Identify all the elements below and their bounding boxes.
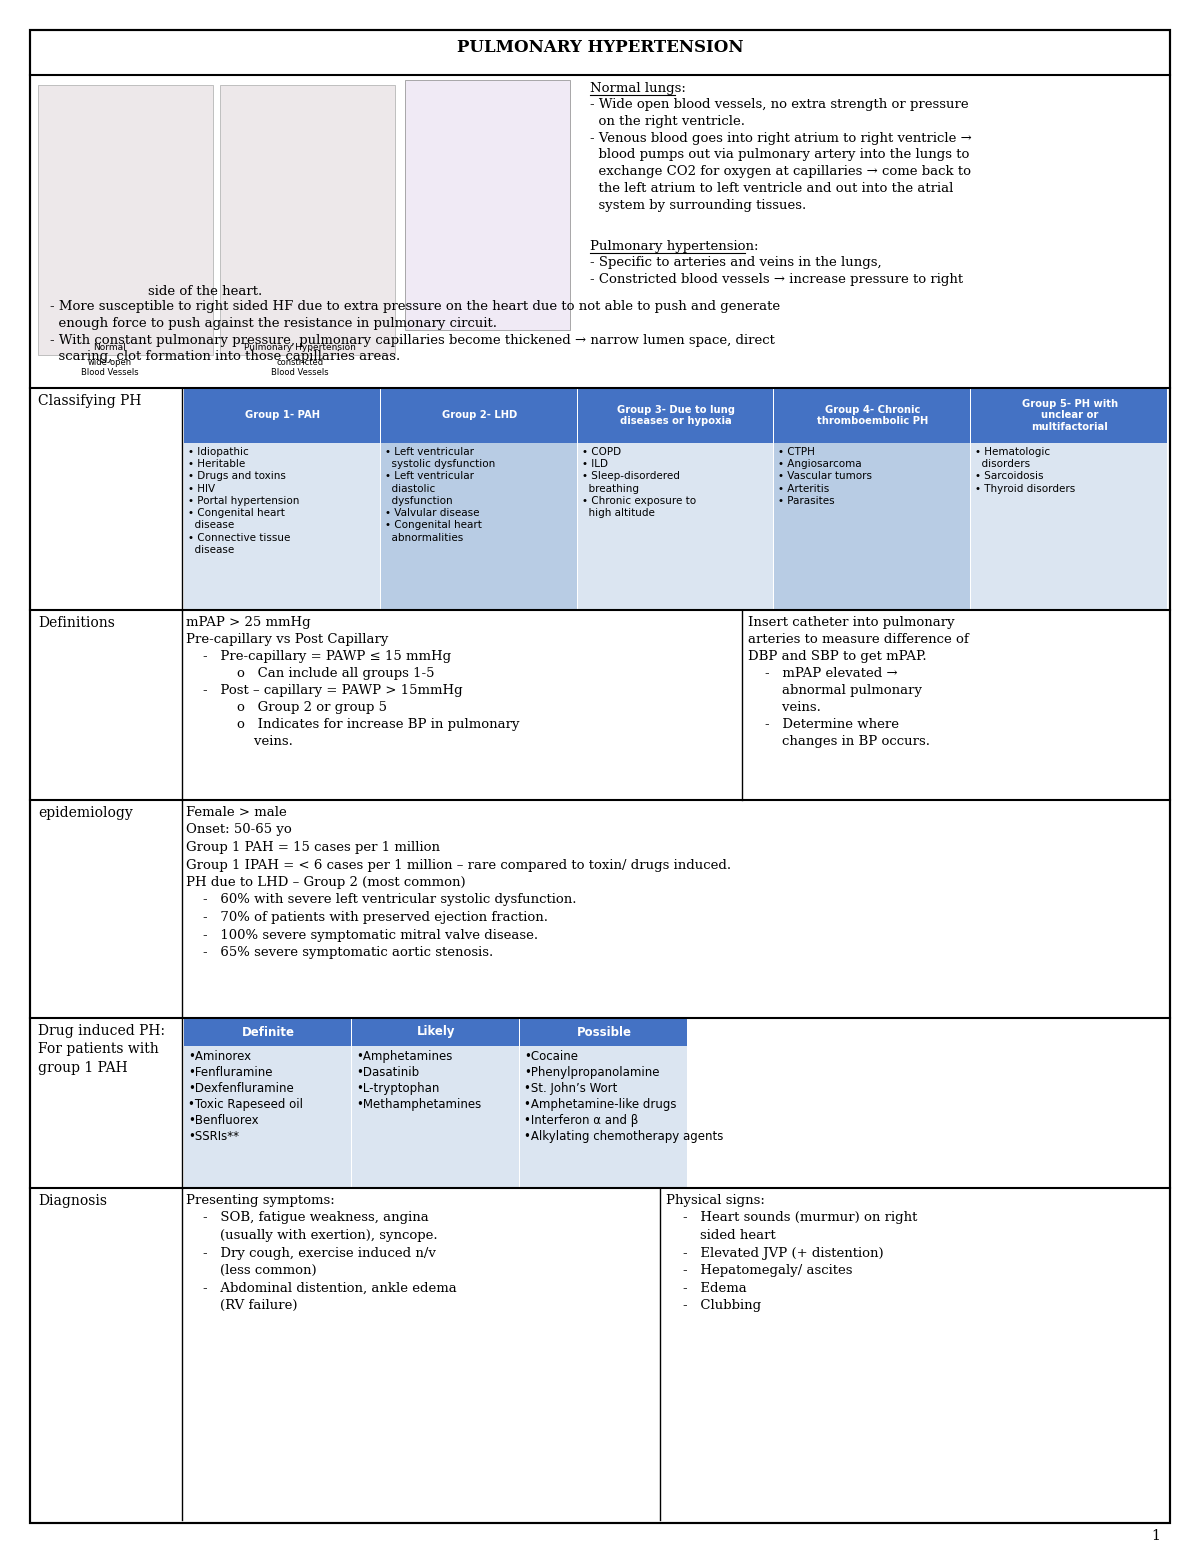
Bar (406, 81, 570, 329)
Text: Normal: Normal (94, 343, 126, 353)
Text: •Amphetamines
•Dasatinib
•L-tryptophan
•Methamphetamines: •Amphetamines •Dasatinib •L-tryptophan •… (356, 1050, 481, 1110)
Text: Definite: Definite (241, 1025, 294, 1039)
Bar (352, 1047, 520, 1188)
Bar (774, 443, 971, 610)
Bar (184, 388, 379, 443)
Text: wide-open
Blood Vessels: wide-open Blood Vessels (82, 359, 139, 377)
Text: Presenting symptoms:
    -   SOB, fatigue weakness, angina
        (usually with: Presenting symptoms: - SOB, fatigue weak… (186, 1194, 457, 1312)
Text: Physical signs:
    -   Heart sounds (murmur) on right
        sided heart
    -: Physical signs: - Heart sounds (murmur) … (666, 1194, 917, 1312)
Bar (38, 85, 214, 356)
Text: Female > male
Onset: 50-65 yo
Group 1 PAH = 15 cases per 1 million
Group 1 IPAH : Female > male Onset: 50-65 yo Group 1 PA… (186, 806, 731, 960)
Text: constricted
Blood Vessels: constricted Blood Vessels (271, 359, 329, 377)
Text: • Hematologic
  disorders
• Sarcoidosis
• Thyroid disorders: • Hematologic disorders • Sarcoidosis • … (976, 447, 1075, 494)
Text: epidemiology: epidemiology (38, 806, 133, 820)
Bar (380, 388, 577, 443)
Text: - Specific to arteries and veins in the lungs,
- Constricted blood vessels → inc: - Specific to arteries and veins in the … (590, 256, 964, 286)
Text: Normal lungs:: Normal lungs: (590, 82, 686, 95)
Text: 1: 1 (1151, 1530, 1160, 1544)
Text: Likely: Likely (416, 1025, 455, 1039)
Text: Group 1- PAH: Group 1- PAH (245, 410, 320, 421)
Text: •Aminorex
•Fenfluramine
•Dexfenfluramine
•Toxic Rapeseed oil
•Benfluorex
•SSRIs*: •Aminorex •Fenfluramine •Dexfenfluramine… (188, 1050, 302, 1143)
Text: Pulmonary hypertension:: Pulmonary hypertension: (590, 241, 758, 253)
Text: Drug induced PH:
For patients with
group 1 PAH: Drug induced PH: For patients with group… (38, 1023, 166, 1075)
Text: Pulmonary Hypertension: Pulmonary Hypertension (244, 343, 356, 353)
Bar (184, 1019, 352, 1047)
Bar (380, 443, 577, 610)
Bar (971, 443, 1166, 610)
Text: • CTPH
• Angiosarcoma
• Vascular tumors
• Arteritis
• Parasites: • CTPH • Angiosarcoma • Vascular tumors … (779, 447, 872, 506)
Text: • Left ventricular
  systolic dysfunction
• Left ventricular
  diastolic
  dysfu: • Left ventricular systolic dysfunction … (385, 447, 496, 542)
Bar (220, 85, 395, 356)
Text: • COPD
• ILD
• Sleep-disordered
  breathing
• Chronic exposure to
  high altitud: • COPD • ILD • Sleep-disordered breathin… (582, 447, 696, 519)
Text: Group 4- Chronic
thromboembolic PH: Group 4- Chronic thromboembolic PH (817, 405, 929, 427)
Text: Group 3- Due to lung
diseases or hypoxia: Group 3- Due to lung diseases or hypoxia (617, 405, 734, 427)
Bar (577, 388, 774, 443)
Bar (184, 443, 379, 610)
Bar (352, 1019, 520, 1047)
Text: Group 2- LHD: Group 2- LHD (442, 410, 517, 421)
Text: • Idiopathic
• Heritable
• Drugs and toxins
• HIV
• Portal hypertension
• Congen: • Idiopathic • Heritable • Drugs and tox… (188, 447, 299, 554)
Text: mPAP > 25 mmHg
Pre-capillary vs Post Capillary
    -   Pre-capillary = PAWP ≤ 15: mPAP > 25 mmHg Pre-capillary vs Post Cap… (186, 617, 520, 749)
Bar (520, 1047, 686, 1188)
Text: Insert catheter into pulmonary
arteries to measure difference of
DBP and SBP to : Insert catheter into pulmonary arteries … (748, 617, 968, 749)
Bar (184, 1047, 352, 1188)
Bar (520, 1019, 686, 1047)
Bar (774, 388, 971, 443)
Text: Classifying PH: Classifying PH (38, 394, 142, 408)
Text: side of the heart.: side of the heart. (148, 286, 263, 298)
Text: - Wide open blood vessels, no extra strength or pressure
  on the right ventricl: - Wide open blood vessels, no extra stre… (590, 98, 972, 211)
Text: Diagnosis: Diagnosis (38, 1194, 107, 1208)
Text: •Cocaine
•Phenylpropanolamine
•St. John’s Wort
•Amphetamine-like drugs
•Interfer: •Cocaine •Phenylpropanolamine •St. John’… (524, 1050, 724, 1143)
Text: Group 5- PH with
unclear or
multifactorial: Group 5- PH with unclear or multifactori… (1021, 399, 1117, 432)
Text: - More susceptible to right sided HF due to extra pressure on the heart due to n: - More susceptible to right sided HF due… (50, 300, 780, 363)
Bar (577, 443, 774, 610)
Text: Definitions: Definitions (38, 617, 115, 631)
Text: PULMONARY HYPERTENSION: PULMONARY HYPERTENSION (457, 39, 743, 56)
Bar (971, 388, 1166, 443)
Text: Possible: Possible (576, 1025, 631, 1039)
